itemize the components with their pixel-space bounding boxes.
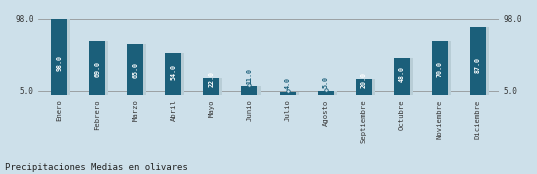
Bar <box>54 19 70 95</box>
Text: 69.0: 69.0 <box>95 61 100 77</box>
Bar <box>397 58 412 95</box>
Bar <box>207 78 222 95</box>
Text: Precipitaciones Medias en olivares: Precipitaciones Medias en olivares <box>5 163 188 172</box>
Bar <box>470 27 485 95</box>
Bar <box>317 91 333 95</box>
Bar <box>282 92 299 95</box>
Bar <box>204 78 220 95</box>
Bar <box>321 91 337 95</box>
Bar <box>473 27 489 95</box>
Bar <box>169 53 184 95</box>
Text: 70.0: 70.0 <box>437 61 442 77</box>
Text: 20.0: 20.0 <box>361 72 367 88</box>
Bar <box>127 44 143 95</box>
Text: 5.0: 5.0 <box>323 76 329 88</box>
Bar <box>165 53 182 95</box>
Text: 65.0: 65.0 <box>132 62 139 78</box>
Bar <box>242 86 257 95</box>
Text: 48.0: 48.0 <box>398 66 405 82</box>
Bar <box>394 58 410 95</box>
Bar <box>244 86 260 95</box>
Bar <box>355 79 372 95</box>
Bar <box>359 79 375 95</box>
Text: 87.0: 87.0 <box>475 57 481 73</box>
Bar <box>89 41 105 95</box>
Text: 54.0: 54.0 <box>170 64 176 80</box>
Bar <box>130 44 147 95</box>
Bar <box>280 92 295 95</box>
Text: 22.0: 22.0 <box>208 71 214 87</box>
Bar <box>432 41 448 95</box>
Text: 4.0: 4.0 <box>285 77 291 89</box>
Bar <box>52 19 67 95</box>
Text: 98.0: 98.0 <box>56 55 62 71</box>
Bar <box>92 41 108 95</box>
Text: 11.0: 11.0 <box>246 68 252 84</box>
Bar <box>435 41 451 95</box>
